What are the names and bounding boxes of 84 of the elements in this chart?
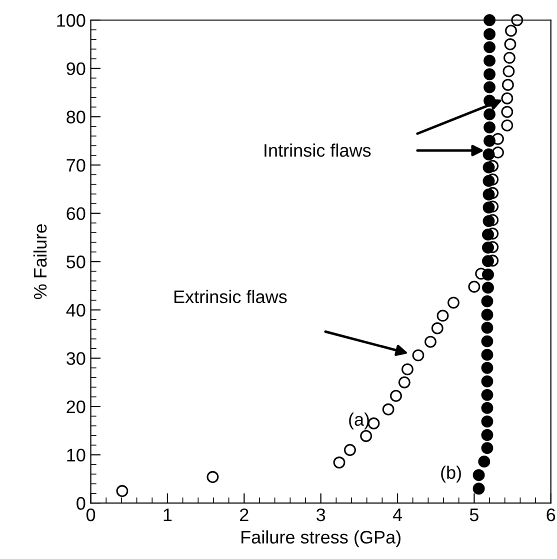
point [482,161,495,174]
point [504,38,516,50]
point [482,215,495,228]
point [481,348,494,361]
y-tick-label: 100 [57,14,86,27]
point [481,308,494,321]
point [360,430,372,442]
point [481,375,494,388]
y-tick-label: 10 [67,448,86,462]
point [505,24,517,37]
point [484,81,496,94]
y-tick-label: 50 [66,256,86,268]
point [472,482,485,495]
x-tick-label: 4 [392,508,402,522]
point [431,322,444,334]
point [484,54,496,67]
point [482,148,495,160]
point [481,295,494,308]
point [481,322,494,334]
point [333,456,346,469]
point [481,362,494,374]
y-tick-label: 80 [66,110,86,124]
point [484,28,496,40]
point [482,242,494,254]
y-tick-label: 60 [66,207,86,220]
point [492,146,504,158]
x-tick-label: 3 [316,508,326,522]
point [501,119,514,132]
point [481,442,494,454]
y-tick-label: 30 [66,352,86,365]
point [501,92,514,104]
x-tick-label: 2 [240,508,248,522]
point [482,174,495,187]
point [206,471,219,483]
point [482,255,494,268]
point [482,228,494,241]
point [481,335,494,348]
point [484,134,496,147]
point [484,14,496,26]
point [484,108,496,120]
point [116,485,128,497]
point [390,390,402,402]
y-axis-title: % Failure [33,224,47,300]
annotation: Intrinsic flaws [264,144,371,157]
annotation: (a) [349,412,369,430]
point [424,336,436,348]
y-tick-label: 40 [66,304,86,317]
point [468,280,480,293]
point [472,469,485,482]
point [398,376,410,388]
point [484,68,496,80]
point [382,403,394,416]
point [511,14,524,26]
point [481,402,494,414]
y-tick-label: 0 [76,497,86,510]
point [481,388,494,401]
point [501,106,514,118]
y-tick-label: 70 [66,158,86,172]
point [502,65,515,78]
point [448,296,460,309]
point [482,202,495,214]
point [344,444,356,456]
point [503,52,516,64]
point [402,363,414,376]
x-tick-label: 6 [546,508,556,522]
y-tick-label: 20 [66,400,86,414]
point [484,41,496,54]
x-tick-label: 1 [164,508,172,522]
annotation: (b) [441,466,461,483]
point [482,282,494,294]
point [502,78,514,91]
point [478,456,490,468]
point [482,268,494,281]
point [482,188,495,200]
x-tick-label: 5 [470,508,478,522]
point [412,349,424,362]
point [481,429,494,441]
point [436,310,449,322]
annotation: Extrinsic flaws [174,290,287,304]
point [484,121,496,134]
x-axis-title: Failure stress (GPa) [242,530,400,548]
point [481,416,494,428]
x-tick-label: 0 [86,508,96,522]
y-tick-label: 90 [66,62,86,76]
